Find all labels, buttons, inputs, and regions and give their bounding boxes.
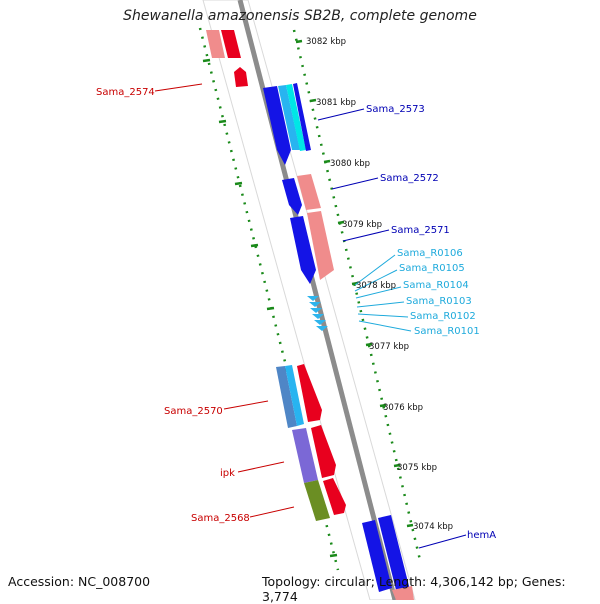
gene-sama-2574[interactable]: [234, 67, 248, 87]
right-major-ticks: [295, 39, 414, 528]
gene-label-ipk[interactable]: ipk: [220, 468, 235, 479]
gene-label-sama-2570[interactable]: Sama_2570: [164, 406, 223, 417]
gene-label-sama-r0102[interactable]: Sama_R0102: [410, 311, 476, 322]
gene-sama-2574-upper[interactable]: [206, 30, 241, 58]
gene-sama-2568[interactable]: [304, 478, 346, 521]
leader-lines-rna: [354, 254, 412, 332]
gene-ipk[interactable]: [292, 425, 336, 483]
gene-label-sama-r0103[interactable]: Sama_R0103: [406, 296, 472, 307]
tick-label: 3080 kbp: [330, 159, 370, 169]
tick-label: 3074 kbp: [413, 522, 453, 532]
gene-label-sama-2574[interactable]: Sama_2574: [96, 87, 155, 98]
tick-label: 3076 kbp: [383, 403, 423, 413]
gene-label-sama-2568[interactable]: Sama_2568: [191, 513, 250, 524]
gene-label-sama-r0106[interactable]: Sama_R0106: [397, 248, 463, 259]
tick-label: 3075 kbp: [397, 463, 437, 473]
tick-label: 3082 kbp: [306, 37, 346, 47]
gene-label-sama-r0104[interactable]: Sama_R0104: [403, 280, 469, 291]
gene-sama-2571[interactable]: [290, 211, 334, 284]
leader-lines-forward: [154, 83, 295, 518]
tick-label: 3081 kbp: [316, 98, 356, 108]
gene-sama-2572[interactable]: [282, 174, 321, 215]
gene-hema[interactable]: [362, 515, 414, 600]
gene-label-sama-r0101[interactable]: Sama_R0101: [414, 326, 480, 337]
leader-lines-reverse: [317, 108, 467, 549]
gene-sama-2573[interactable]: [263, 83, 311, 165]
tick-label: 3077 kbp: [369, 342, 409, 352]
rna-cluster[interactable]: [307, 296, 328, 331]
gene-label-sama-2571[interactable]: Sama_2571: [391, 225, 450, 236]
gene-label-sama-2573[interactable]: Sama_2573: [366, 104, 425, 115]
accession-text: Accession: NC_008700: [8, 574, 151, 589]
tick-label: 3078 kbp: [356, 281, 396, 291]
gene-label-hema[interactable]: hemA: [467, 530, 496, 541]
gene-sama-2570[interactable]: [276, 364, 322, 428]
gene-label-sama-2572[interactable]: Sama_2572: [380, 173, 439, 184]
track-right: [292, 29, 422, 561]
gene-label-sama-r0105[interactable]: Sama_R0105: [399, 263, 465, 274]
track-left: [198, 27, 340, 571]
tick-label: 3079 kbp: [342, 220, 382, 230]
map-title: Shewanella amazonensis SB2B, complete ge…: [123, 8, 477, 24]
backbone-ribbon: [202, 0, 416, 600]
